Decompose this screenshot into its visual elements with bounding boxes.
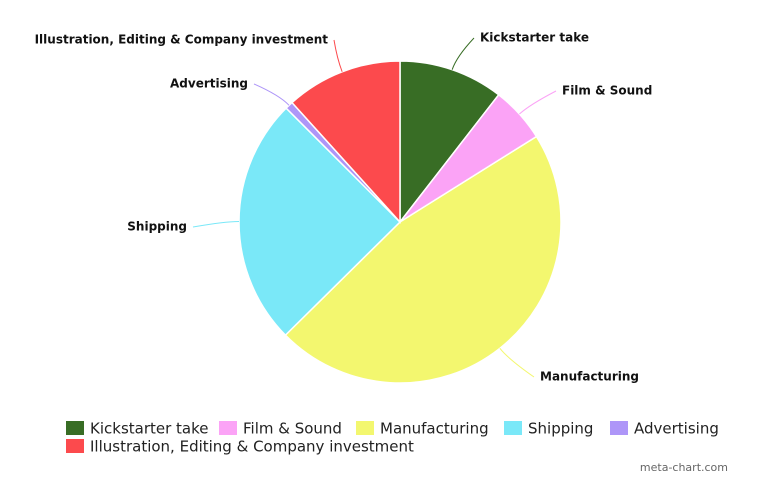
legend-swatch xyxy=(66,421,84,435)
pie-slice xyxy=(238,107,402,337)
leader-line xyxy=(499,347,535,378)
pie-slice xyxy=(290,60,401,224)
legend-label: Kickstarter take xyxy=(90,420,209,438)
legend-swatch xyxy=(66,439,84,453)
legend-label: Film & Sound xyxy=(243,420,342,438)
legend-swatch xyxy=(356,421,374,435)
slice-label: Advertising xyxy=(170,77,248,91)
pie-slice xyxy=(284,135,562,384)
legend-label: Illustration, Editing & Company investme… xyxy=(90,438,414,456)
leader-line xyxy=(519,90,557,115)
legend-label: Manufacturing xyxy=(380,420,489,438)
slice-label: Kickstarter take xyxy=(480,31,589,45)
legend-swatch xyxy=(219,421,237,435)
pie-slice xyxy=(399,60,500,225)
slice-label: Illustration, Editing & Company investme… xyxy=(35,33,329,47)
leader-line xyxy=(192,220,240,228)
leader-line xyxy=(253,83,290,106)
legend-label: Shipping xyxy=(528,420,593,438)
slice-label: Film & Sound xyxy=(562,84,652,98)
leader-line xyxy=(333,39,343,72)
legend-swatch xyxy=(610,421,628,435)
legend-label: Advertising xyxy=(634,420,719,438)
leader-line xyxy=(451,37,475,70)
slice-label: Manufacturing xyxy=(540,370,639,384)
legend-swatch xyxy=(504,421,522,435)
slice-label: Shipping xyxy=(127,220,187,234)
credit: meta-chart.com xyxy=(640,461,728,474)
